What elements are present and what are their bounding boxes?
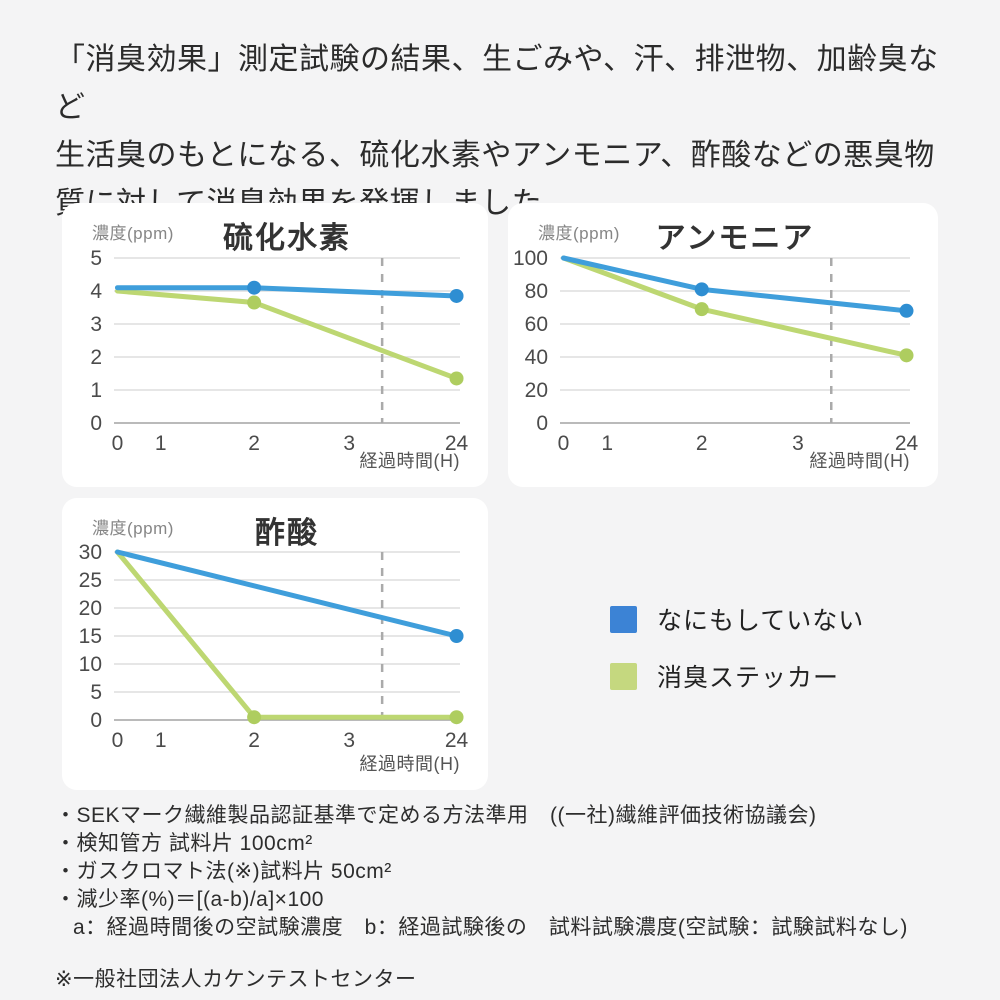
header-line-1: 「消臭効果」測定試験の結果、生ごみや、汗、排泄物、加齢臭など (55, 43, 939, 124)
chart-card-hydrogen-sulfide: 濃度(ppm) 硫化水素 0 1 2 3 4 5 0 1 2 3 24 経過時間(H) (62, 203, 488, 487)
svg-text:2: 2 (248, 432, 260, 455)
svg-text:0: 0 (112, 432, 124, 455)
legend-label-deodorizing-sticker: 消臭ステッカー (657, 664, 840, 692)
svg-text:24: 24 (445, 729, 469, 752)
footnotes: ・SEKマーク繊維製品認証基準で定める方法準用 ((一社)繊維評価技術協議会) … (55, 802, 975, 994)
legend-swatch-blue (610, 605, 637, 633)
footnote-method-standard: ・SEKマーク繊維製品認証基準で定める方法準用 ((一社)繊維評価技術協議会) (55, 804, 817, 827)
y-axis-unit-label: 濃度(ppm) (538, 224, 620, 243)
header-text: 「消臭効果」測定試験の結果、生ごみや、汗、排泄物、加齢臭など 生活臭のもとになる… (55, 36, 965, 228)
legend-item-deodorizing-sticker: 消臭ステッカー (610, 658, 864, 694)
line-chart-ammonia: 0 20 40 60 80 100 0 1 2 3 24 (513, 247, 919, 455)
svg-text:10: 10 (79, 653, 102, 676)
svg-text:0: 0 (536, 412, 548, 435)
footnote-reduction-formula: ・減少率(%)＝[(a-b)/a]×100 (55, 888, 324, 911)
x-axis-unit-label: 経過時間(H) (359, 451, 460, 471)
footnote-detector-tube: ・検知管方 試料片 100cm² (55, 832, 313, 855)
svg-text:0: 0 (112, 729, 124, 752)
svg-text:3: 3 (343, 432, 355, 455)
legend-swatch-green (610, 662, 637, 690)
line-chart-acetic-acid: 0 5 10 15 20 25 30 0 1 2 3 24 (79, 541, 469, 752)
svg-text:4: 4 (90, 280, 102, 303)
svg-text:1: 1 (155, 432, 167, 455)
legend-item-untreated: なにもしていない (610, 601, 864, 637)
svg-text:3: 3 (343, 729, 355, 752)
legend-label-untreated: なにもしていない (657, 607, 865, 635)
svg-text:20: 20 (79, 597, 102, 620)
y-axis-unit-label: 濃度(ppm) (92, 224, 174, 243)
svg-text:20: 20 (525, 379, 548, 402)
x-axis-unit-label: 経過時間(H) (359, 754, 460, 774)
svg-text:30: 30 (79, 541, 102, 564)
svg-text:40: 40 (525, 346, 548, 369)
svg-text:80: 80 (525, 280, 548, 303)
chart-legend: なにもしていない 消臭ステッカー (610, 601, 864, 715)
svg-text:24: 24 (445, 432, 469, 455)
svg-text:1: 1 (601, 432, 613, 455)
chart-title-ammonia: アンモニア (655, 222, 815, 255)
chart-title-acetic-acid: 酢酸 (255, 517, 319, 550)
svg-text:24: 24 (895, 432, 919, 455)
svg-text:25: 25 (79, 569, 102, 592)
chart-card-ammonia: 濃度(ppm) アンモニア 0 20 40 60 80 100 0 1 2 3 24 経過時間(H) (508, 203, 938, 487)
footnote-gas-chromatography: ・ガスクロマト法(※)試料片 50cm² (55, 860, 392, 883)
svg-text:2: 2 (696, 432, 708, 455)
chart-card-acetic-acid: 濃度(ppm) 酢酸 0 5 10 15 20 25 30 0 1 2 3 24 経過時間(H) (62, 498, 488, 790)
svg-text:1: 1 (90, 379, 102, 402)
svg-text:5: 5 (90, 681, 102, 704)
footnote-formula-variables: a：経過時間後の空試験濃度 b：経過試験後の 試料試験濃度(空試験：試験試料なし… (73, 916, 908, 939)
y-axis-unit-label: 濃度(ppm) (92, 519, 174, 538)
svg-text:100: 100 (513, 247, 548, 270)
svg-text:2: 2 (90, 346, 102, 369)
line-chart-hydrogen-sulfide: 0 1 2 3 4 5 0 1 2 3 24 (90, 247, 469, 455)
chart-title-hydrogen-sulfide: 硫化水素 (223, 222, 351, 255)
svg-text:0: 0 (90, 412, 102, 435)
svg-text:5: 5 (90, 247, 102, 270)
svg-text:0: 0 (90, 709, 102, 732)
svg-text:0: 0 (558, 432, 570, 455)
svg-text:15: 15 (79, 625, 102, 648)
svg-text:60: 60 (525, 313, 548, 336)
svg-text:1: 1 (155, 729, 167, 752)
svg-text:3: 3 (792, 432, 804, 455)
x-axis-unit-label: 経過時間(H) (809, 451, 910, 471)
header-line-2: 生活臭のもとになる、硫化水素やアンモニア、酢酸などの悪臭物 (55, 139, 935, 172)
svg-text:3: 3 (90, 313, 102, 336)
footnote-test-center: ※一般社団法人カケンテストセンター (55, 968, 417, 991)
svg-text:2: 2 (248, 729, 260, 752)
